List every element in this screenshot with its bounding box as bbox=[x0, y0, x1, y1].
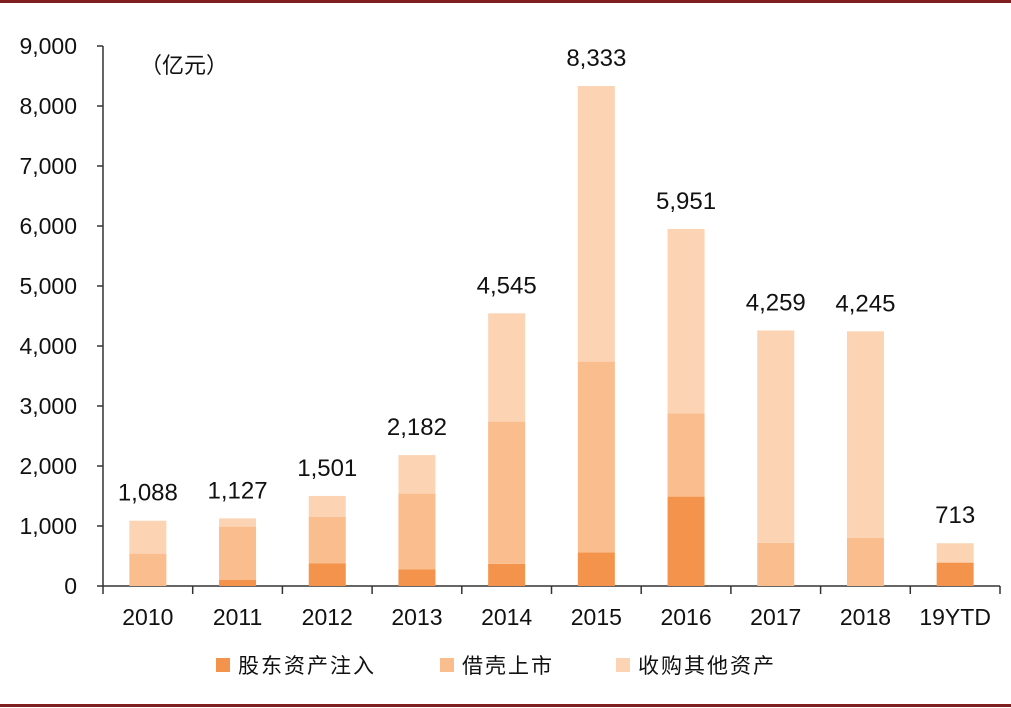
x-tick-label: 2012 bbox=[302, 604, 353, 630]
bar-segment-series-2 bbox=[757, 330, 795, 543]
bars bbox=[129, 86, 974, 586]
y-tick-label: 6,000 bbox=[19, 213, 77, 239]
bar-segment-series-2 bbox=[129, 520, 167, 554]
bar-segment-series-2 bbox=[846, 331, 884, 538]
x-tick-label: 2016 bbox=[660, 604, 711, 630]
legend-swatch bbox=[440, 658, 454, 672]
bar-segment-series-1 bbox=[219, 526, 257, 580]
bar-segment-series-0 bbox=[667, 496, 705, 586]
y-tick-label: 1,000 bbox=[19, 513, 77, 539]
x-tick-label: 2010 bbox=[122, 604, 173, 630]
bar-segment-series-1 bbox=[129, 553, 167, 586]
bar-total-label: 5,951 bbox=[656, 188, 716, 215]
legend-label: 股东资产注入 bbox=[238, 654, 376, 678]
bar-total-label: 8,333 bbox=[566, 45, 626, 72]
unit-label: （亿元） bbox=[140, 54, 228, 79]
bar-total-label: 4,545 bbox=[477, 272, 537, 299]
bar-total-label: 1,127 bbox=[208, 477, 268, 504]
y-tick-label: 0 bbox=[64, 573, 77, 599]
bar-total-label: 2,182 bbox=[387, 414, 447, 441]
bar-segment-series-0 bbox=[308, 563, 346, 586]
bar-total-label: 1,088 bbox=[118, 480, 178, 507]
legend-swatch bbox=[616, 658, 630, 672]
x-tick-label: 2014 bbox=[481, 604, 532, 630]
bar-total-label: 4,259 bbox=[746, 289, 806, 316]
bar-segment-series-2 bbox=[398, 455, 436, 494]
legend-item: 股东资产注入 bbox=[216, 648, 376, 682]
bar-segment-series-1 bbox=[667, 413, 705, 497]
bar-segment-series-0 bbox=[577, 552, 615, 586]
legend-label: 收购其他资产 bbox=[638, 654, 776, 678]
total-labels: 1,088 1,127 1,501 2,182 4,545 8,333 5,951 4,259… bbox=[118, 45, 975, 529]
bar-segment-series-2 bbox=[488, 313, 526, 422]
bar-total-label: 713 bbox=[935, 502, 975, 529]
stacked-bar-chart: 0 1,000 2,000 3,000 4,000 5,000 6,000 7,000 8,00… bbox=[19, 33, 1001, 630]
bar-segment-series-0 bbox=[219, 580, 257, 586]
bar-segment-series-0 bbox=[936, 562, 974, 586]
legend-label: 借壳上市 bbox=[462, 654, 554, 678]
bar-segment-series-0 bbox=[488, 563, 526, 586]
bar-total-label: 1,501 bbox=[297, 455, 357, 482]
legend-swatch bbox=[216, 658, 230, 672]
y-tick-label: 8,000 bbox=[19, 93, 77, 119]
x-tick-label: 19YTD bbox=[919, 604, 991, 630]
legend-item: 借壳上市 bbox=[440, 648, 554, 682]
bar-segment-series-1 bbox=[308, 517, 346, 564]
x-tick-label: 2011 bbox=[213, 604, 262, 630]
y-tick-label: 9,000 bbox=[19, 33, 77, 59]
x-tick-label: 2017 bbox=[750, 604, 801, 630]
legend-item: 收购其他资产 bbox=[616, 648, 776, 682]
x-tick-label: 2013 bbox=[391, 604, 442, 630]
legend: 股东资产注入 借壳上市 收购其他资产 bbox=[0, 648, 1011, 682]
y-tick-label: 5,000 bbox=[19, 273, 77, 299]
bar-segment-series-1 bbox=[757, 542, 795, 586]
y-tick-label: 4,000 bbox=[19, 333, 77, 359]
bar-segment-series-1 bbox=[398, 493, 436, 570]
top-border-line bbox=[0, 0, 1011, 3]
bar-segment-series-1 bbox=[846, 538, 884, 586]
bar-segment-series-2 bbox=[936, 543, 974, 563]
x-axis: 2010 2011 2012 2013 2014 2015 2016 2017 2018 19YT… bbox=[102, 585, 1001, 630]
bottom-border-line bbox=[0, 704, 1011, 707]
bar-segment-series-0 bbox=[398, 569, 436, 586]
bar-segment-series-2 bbox=[219, 518, 257, 527]
bar-total-label: 4,245 bbox=[835, 290, 895, 317]
bar-segment-series-1 bbox=[577, 361, 615, 553]
x-tick-label: 2015 bbox=[571, 604, 622, 630]
y-tick-label: 7,000 bbox=[19, 153, 77, 179]
bar-segment-series-2 bbox=[308, 495, 346, 517]
bar-segment-series-2 bbox=[577, 86, 615, 362]
y-tick-label: 2,000 bbox=[19, 453, 77, 479]
y-tick-label: 3,000 bbox=[19, 393, 77, 419]
bar-segment-series-1 bbox=[488, 421, 526, 564]
bar-segment-series-2 bbox=[667, 228, 705, 414]
y-axis: 0 1,000 2,000 3,000 4,000 5,000 6,000 7,000 8,00… bbox=[19, 33, 104, 599]
x-tick-label: 2018 bbox=[840, 604, 891, 630]
